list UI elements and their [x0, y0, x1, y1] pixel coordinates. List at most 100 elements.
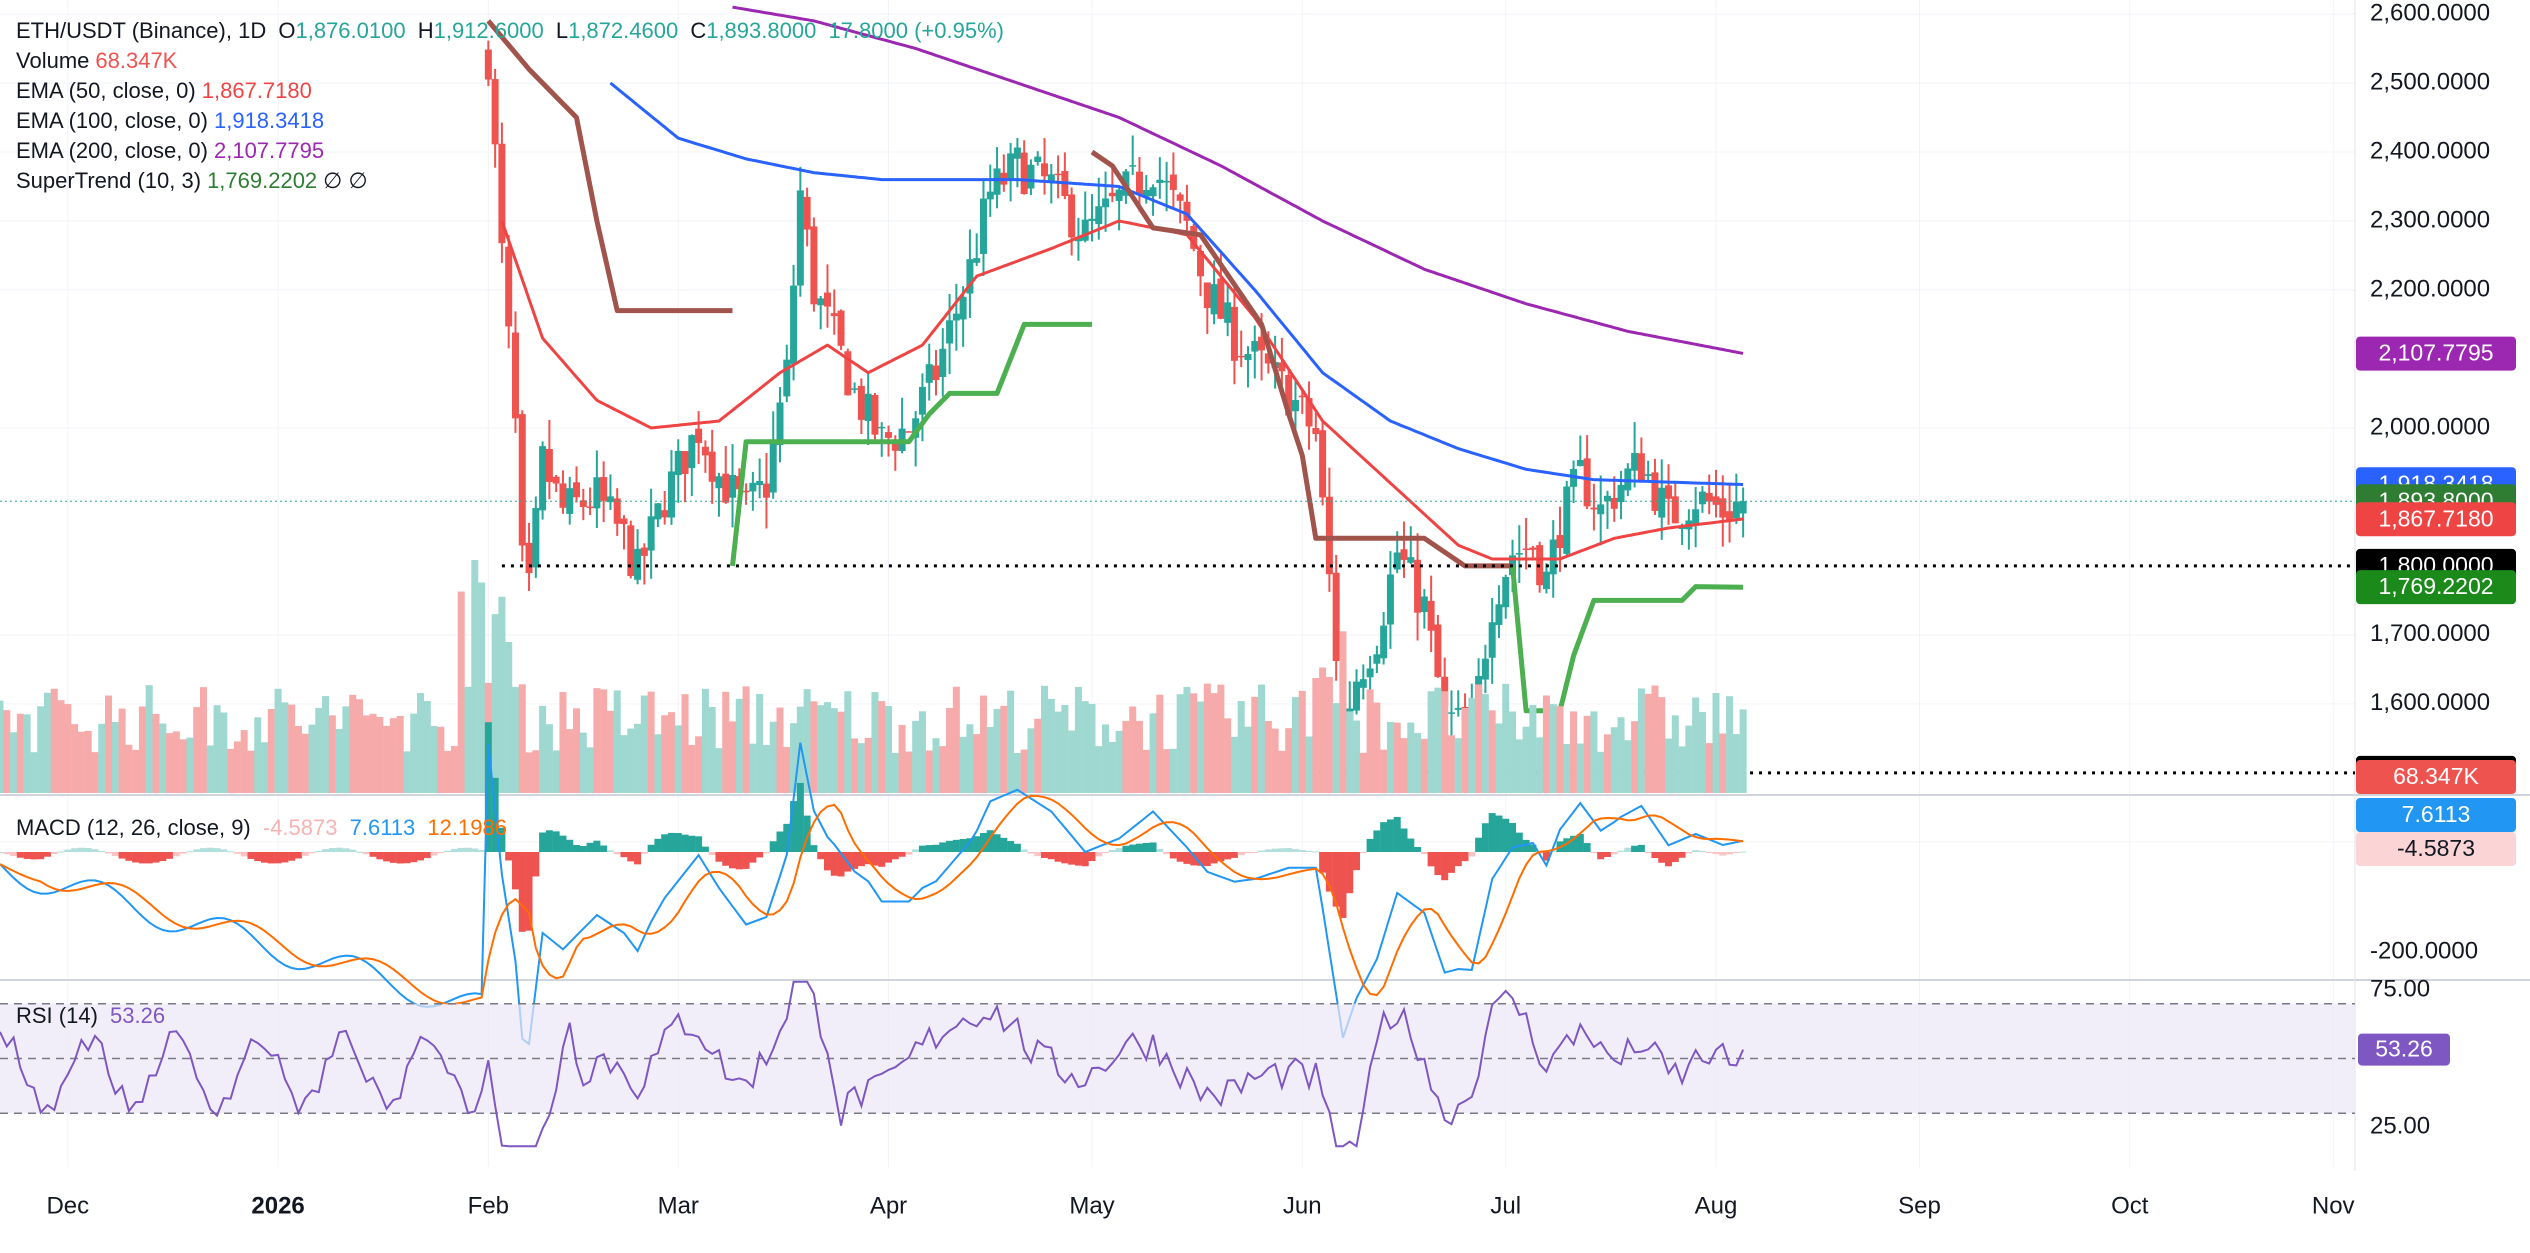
time-tick-label: Jul — [1490, 1192, 1521, 1219]
volume-bar — [1285, 728, 1293, 793]
macd-hist-bar — [1041, 852, 1049, 858]
macd-hist-bar — [1027, 852, 1035, 854]
volume-bar — [1190, 693, 1198, 793]
macd-hist-value: -4.5873 — [262, 815, 338, 840]
candle-body — [640, 547, 648, 556]
volume-bar — [1576, 743, 1584, 793]
close-label: C — [690, 18, 707, 43]
legend-volume[interactable]: Volume 68.347K — [16, 46, 1010, 76]
volume-bar — [1054, 711, 1062, 793]
supertrend-value: 1,769.2202 — [207, 168, 318, 193]
macd-hist-bar — [50, 852, 58, 855]
candle-body — [1712, 496, 1720, 505]
candle-body — [1631, 453, 1639, 471]
volume-bar — [1671, 715, 1679, 793]
macd-hist-bar — [220, 849, 228, 852]
low-value: 1,872.4600 — [568, 18, 679, 43]
volume-bar — [457, 591, 465, 793]
candle-body — [1705, 492, 1713, 502]
macd-hist-bar — [84, 848, 92, 852]
volume-bar — [1549, 704, 1557, 793]
candle-body — [1149, 187, 1157, 197]
volume-bar — [1346, 711, 1354, 793]
legend-rsi[interactable]: RSI (14) 53.26 — [16, 1001, 171, 1031]
macd-tag-bg — [2356, 798, 2516, 832]
macd-hist-bar — [586, 842, 594, 852]
volume-bar — [844, 691, 852, 793]
legend-macd[interactable]: MACD (12, 26, close, 9) -4.5873 7.6113 1… — [16, 813, 513, 843]
macd-hist-bar — [1346, 852, 1354, 894]
macd-hist-bar — [1407, 838, 1415, 852]
candle-body — [1407, 557, 1415, 563]
candle-body — [1197, 250, 1205, 277]
macd-hist-bar — [1597, 852, 1605, 860]
volume-bar — [1183, 686, 1191, 793]
candle-body — [545, 448, 553, 482]
macd-hist-bar — [1278, 848, 1286, 852]
candle-body — [1427, 600, 1435, 631]
macd-hist-bar — [885, 852, 893, 863]
macd-hist-bar — [729, 852, 737, 869]
volume-bar — [1583, 715, 1591, 793]
legend-ema200[interactable]: EMA (200, close, 0) 2,107.7795 — [16, 136, 1010, 166]
candle-body — [1529, 547, 1537, 550]
macd-hist-bar — [979, 832, 987, 852]
macd-tag: 7.6113 — [2356, 798, 2516, 832]
candle-body — [511, 332, 519, 419]
volume-bar — [261, 742, 269, 793]
volume-bar — [1115, 730, 1123, 793]
macd-hist-bar — [1298, 850, 1306, 852]
macd-hist-bar — [735, 852, 743, 870]
candle-body — [1237, 355, 1245, 358]
macd-hist-bar — [817, 852, 825, 860]
macd-hist-bar — [1617, 850, 1625, 852]
macd-hist-bar — [335, 847, 343, 852]
macd-hist-bar — [322, 849, 330, 852]
macd-hist-bar — [1529, 844, 1537, 852]
volume-bar — [396, 715, 404, 793]
ema200-value: 2,107.7795 — [213, 138, 325, 163]
candle-body — [532, 508, 540, 568]
candle-body — [952, 313, 960, 321]
legend-ema100[interactable]: EMA (100, close, 0) 1,918.3418 — [16, 106, 1010, 136]
volume-bar — [837, 711, 845, 793]
ema50-line — [500, 219, 1744, 561]
open-label: O — [278, 18, 296, 43]
candle-body — [993, 168, 1001, 195]
candle-body — [1258, 336, 1266, 351]
candle-body — [1068, 194, 1076, 238]
legend-ema50[interactable]: EMA (50, close, 0) 1,867.7180 — [16, 76, 1010, 106]
volume-bar — [1427, 691, 1435, 793]
candle-body — [925, 364, 933, 383]
candle-body — [1692, 509, 1700, 524]
symbol-label[interactable]: ETH/USDT (Binance), 1D — [16, 18, 267, 43]
macd-hist-bar — [1149, 842, 1157, 852]
macd-hist-bar — [64, 849, 72, 852]
candle-body — [1291, 400, 1299, 412]
volume-bar — [1536, 737, 1544, 793]
volume-bar — [138, 706, 146, 793]
time-tick-label: Nov — [2312, 1192, 2355, 1219]
rsi-tick-label: 75.00 — [2370, 975, 2430, 1002]
volume-bar — [1339, 631, 1347, 793]
supertrend-tag-bg — [2356, 570, 2516, 605]
hist-tag: -4.5873 — [2356, 832, 2516, 866]
candle-body — [1726, 511, 1734, 521]
candle-body — [1603, 495, 1611, 502]
candle-body — [627, 525, 635, 576]
volume-bar — [288, 704, 296, 793]
legend-supertrend[interactable]: SuperTrend (10, 3) 1,769.2202 ∅ ∅ — [16, 166, 1010, 196]
candle-body — [1054, 173, 1062, 176]
candle-body — [742, 490, 750, 493]
ema100-line — [609, 81, 1744, 486]
macd-hist-bar — [600, 845, 608, 852]
candle-body — [749, 482, 757, 492]
rsi-tag: 53.26 — [2358, 1033, 2450, 1066]
volume-bar — [1142, 749, 1150, 793]
macd-hist-bar — [1380, 822, 1388, 852]
volume-bar — [369, 713, 377, 793]
volume-bar — [1400, 738, 1408, 793]
volume-bar — [1651, 685, 1659, 793]
volume-bar — [525, 752, 533, 793]
